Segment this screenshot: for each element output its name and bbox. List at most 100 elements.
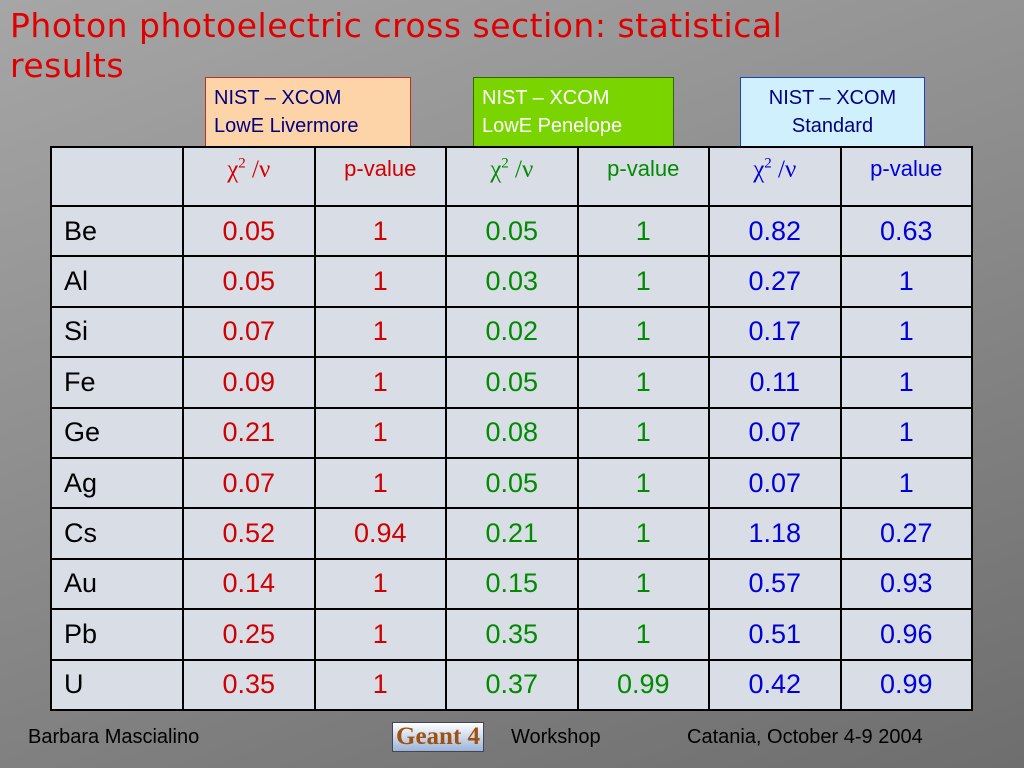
footer-event: Workshop [511, 726, 601, 748]
value-cell: 1 [313, 406, 447, 459]
table-row: Pb 0.25 1 0.35 1 0.51 0.96 [50, 608, 973, 661]
value-cell: 1 [313, 456, 447, 510]
value-cell: 0.05 [445, 356, 579, 409]
header-cell: χ2 /ν [708, 146, 842, 207]
value-cell: 0.25 [182, 608, 316, 661]
value-cell: 1 [313, 658, 447, 712]
element-cell: Be [50, 204, 184, 258]
footer: Barbara Mascialino Geant 4 Workshop Cata… [0, 722, 1024, 754]
value-cell: 1 [313, 204, 447, 258]
header-cell: χ2 /ν [445, 146, 579, 207]
value-cell: 0.07 [708, 456, 842, 510]
value-cell: 1 [839, 255, 973, 308]
symbol-base: χ [753, 156, 765, 184]
box-line: LowE Livermore [214, 115, 359, 137]
value-cell: 1 [576, 456, 710, 510]
value-cell: 0.99 [576, 658, 710, 712]
symbol-sup: 2 [238, 156, 246, 172]
element-cell: Ag [50, 456, 184, 510]
value-cell: 0.14 [182, 557, 316, 611]
element-cell: Si [50, 305, 184, 359]
model-box: NIST – XCOM Standard [740, 77, 925, 147]
value-cell: 0.07 [182, 305, 316, 359]
box-line: NIST – XCOM [482, 87, 610, 109]
value-cell: 0.07 [182, 456, 316, 510]
value-cell: 0.09 [182, 356, 316, 409]
value-cell: 0.93 [839, 557, 973, 611]
element-cell: Cs [50, 507, 184, 560]
element-cell: Au [50, 557, 184, 611]
table-row: Si 0.07 1 0.02 1 0.17 1 [50, 305, 973, 359]
table-row: Al 0.05 1 0.03 1 0.27 1 [50, 255, 973, 308]
footer-author: Barbara Mascialino [28, 726, 200, 748]
value-cell: 0.35 [445, 608, 579, 661]
header-cell: χ2 /ν [182, 146, 316, 207]
value-cell: 0.42 [708, 658, 842, 712]
value-cell: 1 [576, 305, 710, 359]
value-cell: 0.27 [708, 255, 842, 308]
element-cell: Pb [50, 608, 184, 661]
model-box: NIST – XCOM LowE Livermore [205, 77, 411, 147]
header-cell: p-value [839, 146, 973, 207]
value-cell: 0.63 [839, 204, 973, 258]
value-cell: 0.03 [445, 255, 579, 308]
element-cell: U [50, 658, 184, 712]
value-cell: 1 [313, 255, 447, 308]
value-cell: 1 [313, 557, 447, 611]
value-cell: 0.27 [839, 507, 973, 560]
value-cell: 0.96 [839, 608, 973, 661]
value-cell: 1 [576, 356, 710, 409]
value-cell: 0.94 [313, 507, 447, 560]
value-cell: 0.08 [445, 406, 579, 459]
box-line: NIST – XCOM [214, 87, 342, 109]
symbol-base: χ [227, 156, 239, 184]
value-cell: 0.05 [445, 204, 579, 258]
footer-logo: Geant 4 [392, 722, 485, 752]
header-symbol: χ2 /ν [753, 156, 796, 183]
value-cell: 0.21 [445, 507, 579, 560]
value-cell: 1 [839, 406, 973, 459]
value-cell: 0.05 [182, 255, 316, 308]
value-cell: 1.18 [708, 507, 842, 560]
results-table: χ2 /ν p-value χ2 /ν p-value χ2 /ν p-value Be 0.… [50, 146, 973, 712]
header-cell [50, 146, 184, 207]
header-symbol: χ2 /ν [490, 156, 533, 183]
value-cell: 0.51 [708, 608, 842, 661]
value-cell: 1 [313, 305, 447, 359]
value-cell: 1 [839, 305, 973, 359]
value-cell: 0.02 [445, 305, 579, 359]
value-cell: 0.05 [445, 456, 579, 510]
value-cell: 0.99 [839, 658, 973, 712]
model-box: NIST – XCOM LowE Penelope [473, 77, 674, 147]
slide-title: Photon photoelectric cross section: stat… [10, 6, 782, 86]
header-cell: p-value [576, 146, 710, 207]
value-cell: 1 [576, 608, 710, 661]
footer-place: Catania, October 4-9 2004 [687, 726, 923, 748]
element-cell: Ge [50, 406, 184, 459]
value-cell: 0.82 [708, 204, 842, 258]
value-cell: 0.35 [182, 658, 316, 712]
value-cell: 0.15 [445, 557, 579, 611]
box-line: LowE Penelope [482, 115, 623, 137]
table-row: U 0.35 1 0.37 0.99 0.42 0.99 [50, 658, 973, 712]
table-row: Au 0.14 1 0.15 1 0.57 0.93 [50, 557, 973, 611]
table-row: Ag 0.07 1 0.05 1 0.07 1 [50, 456, 973, 510]
table-row: Be 0.05 1 0.05 1 0.82 0.63 [50, 204, 973, 258]
value-cell: 0.07 [708, 406, 842, 459]
value-cell: 1 [839, 456, 973, 510]
value-cell: 0.52 [182, 507, 316, 560]
value-cell: 0.57 [708, 557, 842, 611]
value-cell: 1 [576, 557, 710, 611]
value-cell: 1 [576, 255, 710, 308]
symbol-tail: /ν [508, 156, 534, 184]
box-line: NIST – XCOM [768, 87, 897, 109]
symbol-sup: 2 [764, 156, 772, 172]
value-cell: 1 [313, 356, 447, 409]
value-cell: 1 [839, 356, 973, 409]
value-cell: 1 [576, 406, 710, 459]
symbol-tail: /ν [771, 156, 797, 184]
value-cell: 0.05 [182, 204, 316, 258]
table-row: Ge 0.21 1 0.08 1 0.07 1 [50, 406, 973, 459]
value-cell: 1 [576, 507, 710, 560]
